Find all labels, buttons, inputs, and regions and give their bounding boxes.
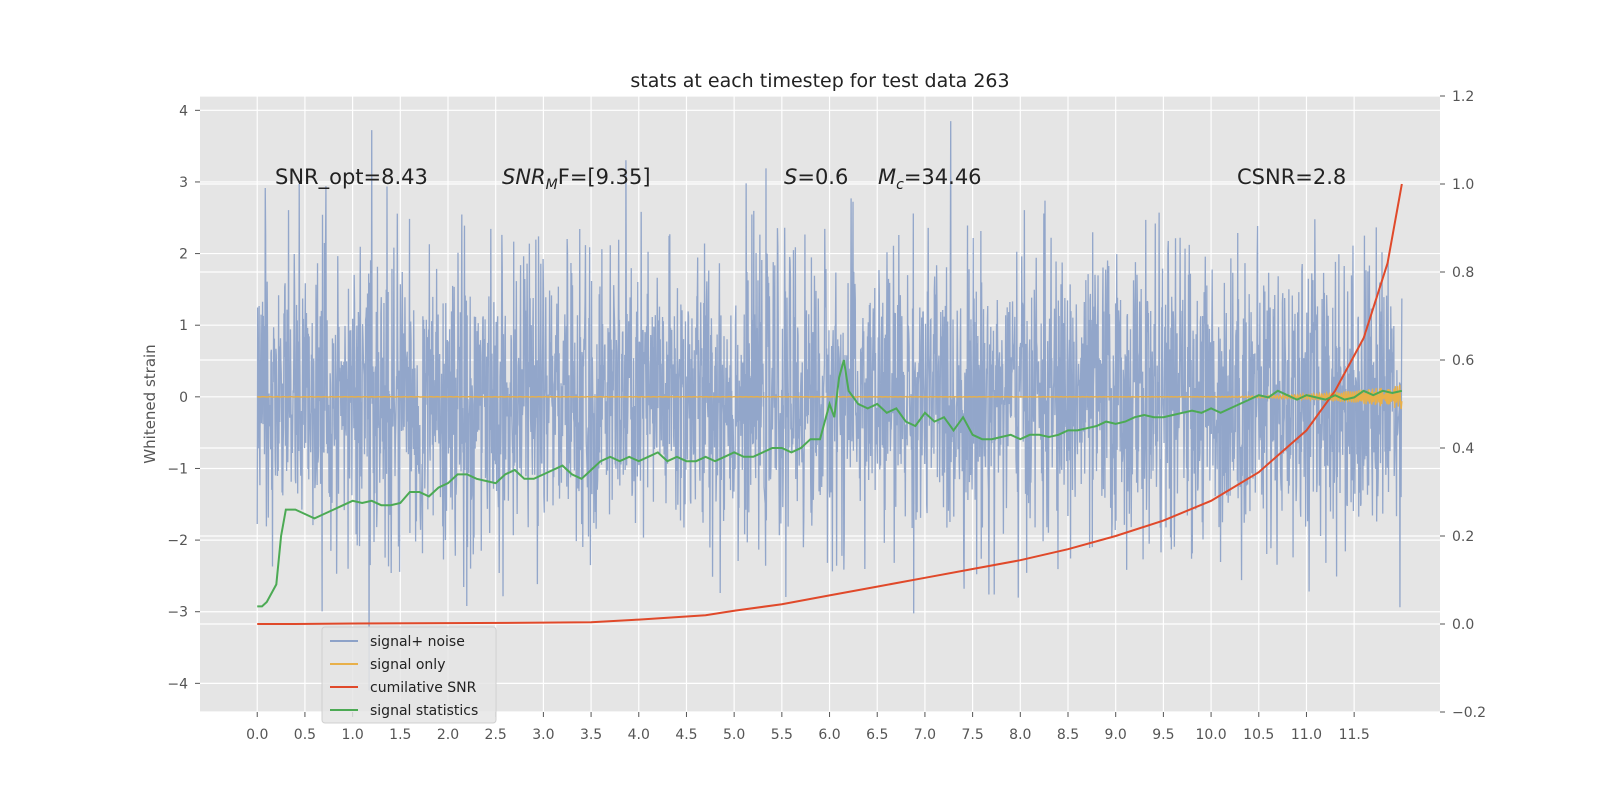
y-tick-label: −3	[167, 605, 188, 621]
y2-tick-label: 0.4	[1452, 441, 1474, 457]
annotation-subscript: M	[546, 177, 558, 193]
x-tick-label: 5.0	[723, 727, 745, 743]
x-tick-label: 6.5	[866, 727, 888, 743]
x-tick-label: 8.0	[1009, 727, 1031, 743]
y-tick-label: −4	[167, 676, 188, 692]
annotation-symbol: M	[878, 165, 896, 189]
annotation-snr-opt: SNR_opt=8.43	[275, 165, 428, 190]
x-tick-label: 0.0	[246, 727, 268, 743]
series-signal-statistics-line	[257, 359, 1403, 608]
y-tick-label: 0	[179, 390, 188, 406]
y2-tick-label: 1.0	[1452, 177, 1474, 193]
x-tick-label: 10.5	[1243, 727, 1274, 743]
annotation-csnr: CSNR=2.8	[1237, 165, 1346, 189]
series-signal-only-line	[257, 384, 1403, 410]
annotation-mc-val: Mc=34.46	[878, 165, 982, 193]
y-axis-label: Whitened strain	[141, 344, 159, 463]
x-tick-label: 7.0	[914, 727, 936, 743]
x-tick-label: 8.5	[1057, 727, 1079, 743]
chart-title: stats at each timestep for test data 263	[630, 70, 1009, 92]
y-tick-label: 2	[179, 247, 188, 263]
ticks: 0.0 0.5 1.0 1.5 2.0 2.5 3.0 3.5 4.0 4.5 5.0 5.5 6.0 6…	[167, 89, 1486, 743]
x-tick-label: 6.0	[818, 727, 840, 743]
x-tick-label: 0.5	[294, 727, 316, 743]
series-cumulative-snr-line	[257, 183, 1403, 625]
x-tick-label: 11.5	[1339, 727, 1370, 743]
annotation-value: F=[9.35]	[558, 165, 651, 189]
y-tick-label: 1	[179, 318, 188, 334]
y2-tick-label: 0.2	[1452, 529, 1474, 545]
x-tick-label: 11.0	[1291, 727, 1322, 743]
x-tick-label: 10.0	[1195, 727, 1226, 743]
legend: signal+ noise signal only cumilative SNR si…	[321, 626, 497, 724]
y-tick-label: 3	[179, 175, 188, 191]
legend-label: signal statistics	[370, 703, 478, 719]
legend-label: signal only	[370, 657, 445, 673]
x-tick-label: 1.5	[389, 727, 411, 743]
x-tick-label: 5.5	[771, 727, 793, 743]
x-tick-label: 7.5	[961, 727, 983, 743]
x-tick-label: 1.0	[341, 727, 363, 743]
x-tick-label: 3.5	[580, 727, 602, 743]
y2-tick-label: −0.2	[1452, 705, 1486, 721]
x-tick-label: 4.5	[675, 727, 697, 743]
x-tick-label: 3.0	[532, 727, 554, 743]
annotation-symbol: S	[784, 165, 797, 189]
y2-tick-label: 0.0	[1452, 617, 1474, 633]
y2-tick-label: 0.8	[1452, 265, 1474, 281]
y-tick-label: −2	[167, 533, 188, 549]
x-tick-label: 4.0	[628, 727, 650, 743]
annotation-s-val: S=0.6	[784, 165, 848, 189]
annotation-snr-mf: SNRMF=[9.35]	[502, 165, 651, 193]
series-signal-noise-line	[256, 121, 1403, 691]
y-tick-label: 4	[179, 103, 188, 119]
y2-tick-label: 0.6	[1452, 353, 1474, 369]
annotation-value: =34.46	[904, 165, 982, 189]
legend-box	[321, 626, 497, 724]
series-layer	[256, 121, 1403, 691]
x-tick-label: 2.5	[485, 727, 507, 743]
legend-label: signal+ noise	[370, 634, 465, 650]
annotation-symbol: SNR	[502, 165, 546, 189]
legend-label: cumilative SNR	[370, 680, 477, 696]
x-tick-label: 2.0	[437, 727, 459, 743]
y2-tick-label: 1.2	[1452, 89, 1474, 105]
annotation-subscript: c	[896, 177, 904, 193]
annotation-value: =0.6	[797, 165, 848, 189]
x-tick-label: 9.5	[1152, 727, 1174, 743]
x-tick-label: 9.0	[1105, 727, 1127, 743]
annotations: SNR_opt=8.43 SNRMF=[9.35] S=0.6 Mc=34.46 CSN…	[275, 165, 1346, 193]
y-tick-label: −1	[167, 461, 188, 477]
